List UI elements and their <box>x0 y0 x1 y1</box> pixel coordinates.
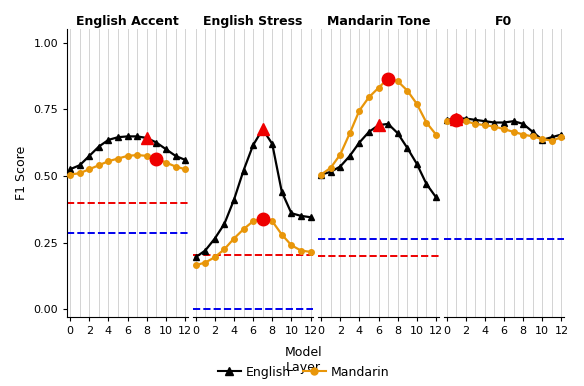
Title: Mandarin Tone: Mandarin Tone <box>327 15 430 28</box>
Y-axis label: F1 Score: F1 Score <box>15 146 28 200</box>
Text: Layer: Layer <box>286 361 321 374</box>
Title: English Stress: English Stress <box>203 15 303 28</box>
Title: F0: F0 <box>495 15 513 28</box>
Title: English Accent: English Accent <box>77 15 179 28</box>
Legend: English, Mandarin: English, Mandarin <box>213 341 394 384</box>
